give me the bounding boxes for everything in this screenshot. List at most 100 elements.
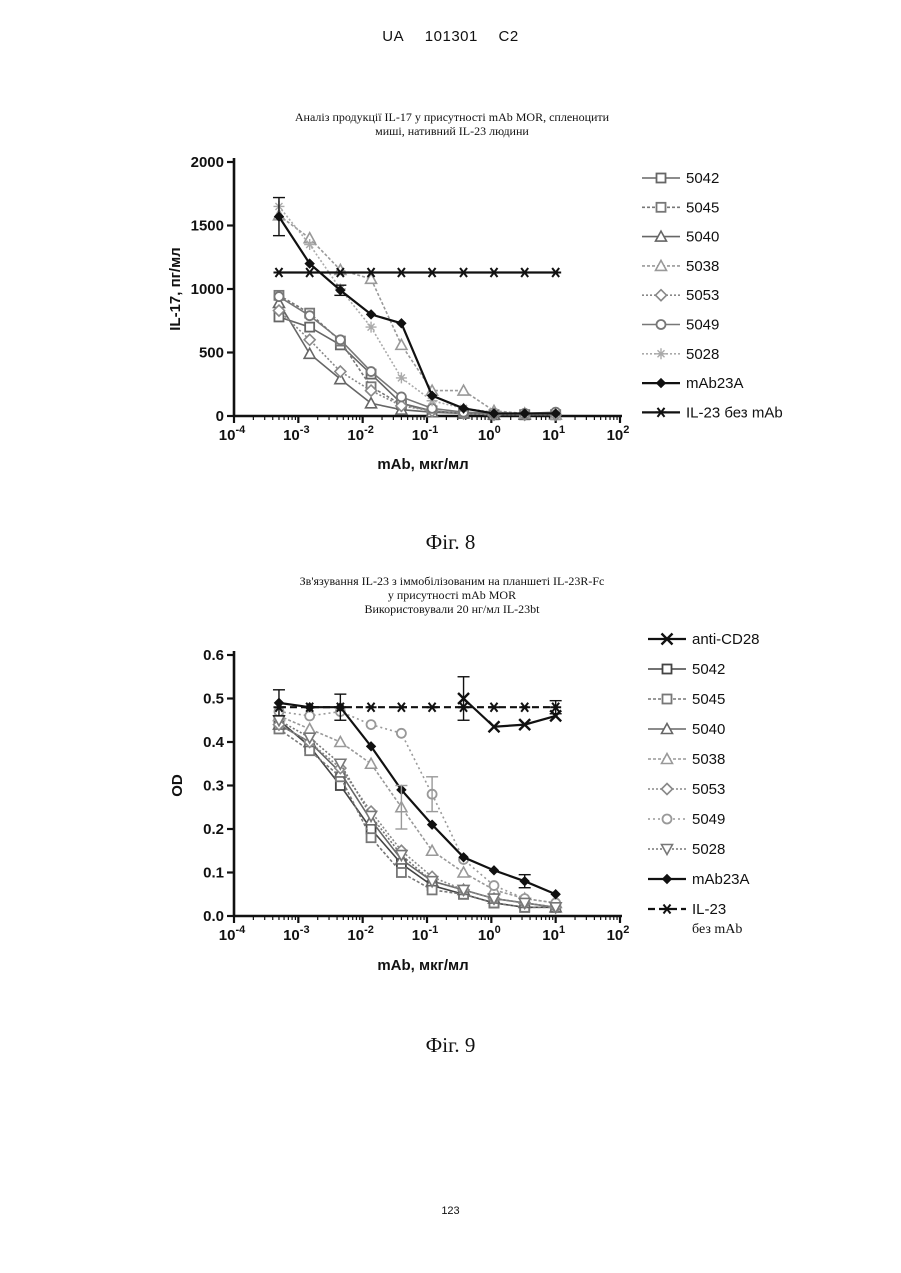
fig8-y-tick-label: 0 <box>216 408 224 425</box>
figure-9-chart: Зв'язування IL-23 з іммобілізованим на п… <box>0 565 901 985</box>
fig9-legend-marker <box>663 665 672 674</box>
fig9-data-point <box>396 703 407 712</box>
fig9-series-anti-cd28 <box>458 693 561 732</box>
fig8-legend-marker <box>657 379 666 388</box>
fig8-y-tick-label: 2000 <box>191 154 224 171</box>
figure-8-chart: Аналіз продукції IL-17 у присутності mAb… <box>0 100 901 500</box>
fig8-legend-item-5045: 5045 <box>642 199 719 216</box>
fig8-legend-label: 5042 <box>686 170 719 187</box>
fig8-data-point <box>488 268 499 277</box>
fig9-legend-label: anti-CD28 <box>692 631 760 648</box>
fig9-data-point <box>305 711 314 720</box>
fig9-data-point <box>427 845 438 855</box>
fig9-legend-marker <box>662 905 673 914</box>
fig9-y-tick-label: 0.4 <box>203 734 225 751</box>
fig8-series-line <box>279 217 556 414</box>
fig9-legend-item-il-23-mab: IL-23без mAb <box>648 901 742 937</box>
fig8-data-point <box>367 367 376 376</box>
fig9-y-tick-label: 0.0 <box>203 908 224 925</box>
fig8-series-line <box>279 206 556 413</box>
fig8-legend-item-5049: 5049 <box>642 317 719 334</box>
fig8-data-point <box>336 335 345 344</box>
fig9-legend-label: 5045 <box>692 691 725 708</box>
fig8-series-line <box>279 295 556 414</box>
fig9-y-tick-label: 0.1 <box>203 865 224 882</box>
fig8-data-point <box>458 268 469 277</box>
fig8-data-point <box>550 268 561 277</box>
fig8-x-tick-label: 100 <box>478 424 501 444</box>
fig9-legend-marker <box>663 695 672 704</box>
document-header: UA 101301 C2 <box>0 28 901 45</box>
fig9-series-mab23a <box>274 698 560 898</box>
fig8-series-line <box>279 317 556 415</box>
fig9-y-tick-label: 0.6 <box>203 647 224 664</box>
fig8-legend-marker <box>657 174 666 183</box>
page-number: 123 <box>0 1205 901 1217</box>
fig8-data-point <box>396 339 407 349</box>
fig9-y-axis-label: OD <box>169 774 186 797</box>
fig8-x-axis-label: mAb, мкг/мл <box>377 456 468 473</box>
fig8-x-tick-label: 10-1 <box>412 424 438 444</box>
fig8-data-point <box>305 323 314 332</box>
fig9-series-5045 <box>274 724 560 911</box>
fig8-legend-label: 5053 <box>686 287 719 304</box>
fig9-data-point <box>519 703 530 712</box>
fig9-legend-label: 5049 <box>692 811 725 828</box>
fig8-data-point <box>366 322 377 333</box>
fig8-series-5045 <box>274 291 560 419</box>
fig8-legend-item-5038: 5038 <box>642 258 719 275</box>
fig9-legend-marker <box>663 875 672 884</box>
fig8-series-line <box>279 215 556 414</box>
header-kind-code: C2 <box>499 28 519 45</box>
fig9-data-point <box>366 758 377 768</box>
fig9-series-line <box>464 699 556 727</box>
fig9-series-line <box>279 703 556 894</box>
fig8-series-5038 <box>273 210 561 419</box>
fig9-legend-label: 5040 <box>692 721 725 738</box>
fig8-data-point <box>519 268 530 277</box>
fig8-y-axis-label: IL-17, пг/мл <box>167 247 184 330</box>
fig8-data-point <box>396 268 407 277</box>
fig9-series-line <box>279 720 556 907</box>
fig9-data-point <box>488 703 499 712</box>
fig9-y-tick-label: 0.2 <box>203 821 224 838</box>
figure-8-caption: Фіг. 8 <box>0 530 901 555</box>
fig9-legend-item-5053: 5053 <box>648 781 725 798</box>
fig8-y-tick-label: 1000 <box>191 281 224 298</box>
fig9-legend-item-anti-cd28: anti-CD28 <box>648 631 760 648</box>
fig9-legend-label: 5042 <box>692 661 725 678</box>
fig8-data-point <box>304 348 315 358</box>
fig8-data-point <box>273 268 284 277</box>
fig8-x-tick-label: 10-3 <box>283 424 309 444</box>
fig9-legend-marker <box>663 815 672 824</box>
fig9-x-tick-label: 10-4 <box>219 924 246 944</box>
fig9-data-point <box>367 825 376 834</box>
fig9-title-line-3: Використовували 20 нг/мл IL-23bt <box>364 602 540 616</box>
fig9-series-il-23-mab <box>273 703 561 712</box>
fig9-data-point <box>551 890 560 899</box>
fig9-title-line-2: у присутності mAb MOR <box>388 588 516 602</box>
fig8-legend-label: 5045 <box>686 199 719 216</box>
fig9-legend-item-5038: 5038 <box>648 751 725 768</box>
fig9-error-bar <box>395 786 407 830</box>
fig8-y-tick-label: 500 <box>199 345 224 362</box>
fig9-data-point <box>336 781 345 790</box>
fig9-x-tick-label: 10-2 <box>347 924 373 944</box>
fig8-legend-label: mAb23A <box>686 375 744 392</box>
fig9-legend-marker <box>662 845 673 855</box>
figure-9-caption: Фіг. 9 <box>0 1033 901 1058</box>
fig8-data-point <box>274 292 283 301</box>
fig9-x-tick-label: 102 <box>607 924 630 944</box>
fig9-x-tick-label: 10-3 <box>283 924 309 944</box>
fig9-series-5053 <box>273 719 561 913</box>
fig8-legend-marker <box>656 348 667 359</box>
header-country-code: UA <box>382 28 404 45</box>
fig9-legend-label: 5028 <box>692 841 725 858</box>
fig8-legend-label: 5040 <box>686 229 719 246</box>
fig9-legend-item-mab23a: mAb23A <box>648 871 750 888</box>
fig9-legend-label: mAb23A <box>692 871 750 888</box>
fig8-data-point <box>305 311 314 320</box>
fig9-data-point <box>304 723 315 733</box>
fig9-y-tick-label: 0.3 <box>203 778 224 795</box>
fig8-series-5049 <box>274 292 560 418</box>
